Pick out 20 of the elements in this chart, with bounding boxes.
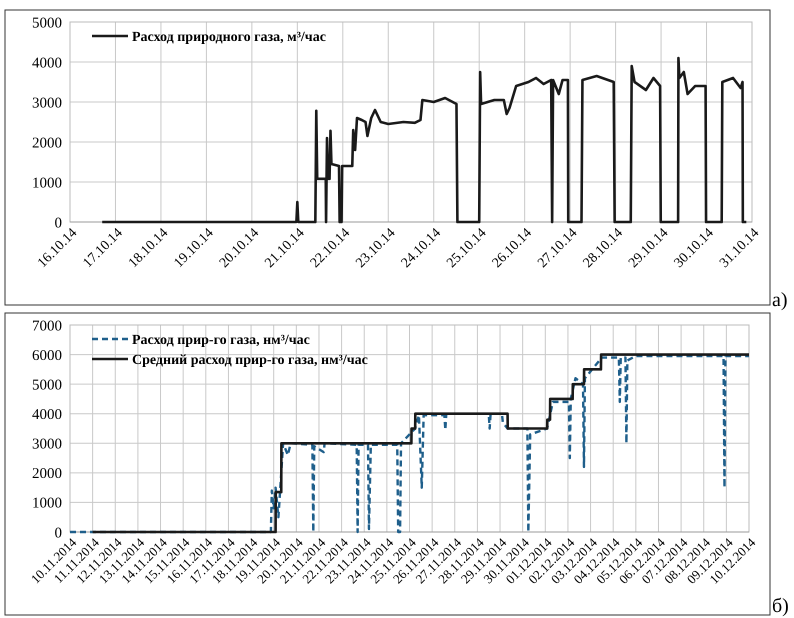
y-tick-label: 7000 bbox=[32, 318, 62, 334]
y-tick-label: 4000 bbox=[32, 406, 62, 423]
legend-label: Средний расход прир-го газа, нм³/час bbox=[132, 352, 368, 368]
y-tick-label: 2000 bbox=[32, 466, 62, 482]
y-tick-label: 1000 bbox=[32, 496, 62, 512]
y-tick-label: 2000 bbox=[32, 135, 62, 152]
y-tick-label: 1000 bbox=[32, 175, 62, 192]
y-tick-label: 5000 bbox=[32, 377, 62, 394]
y-tick-label: 3000 bbox=[32, 95, 62, 112]
text: б) bbox=[772, 595, 789, 617]
legend-label: Расход прир-го газа, нм³/час bbox=[132, 332, 310, 348]
y-tick-label: 4000 bbox=[32, 55, 62, 72]
y-tick-label: 0 bbox=[54, 215, 62, 232]
y-tick-label: 5000 bbox=[32, 15, 62, 32]
y-tick-label: 6000 bbox=[32, 348, 62, 364]
y-tick-label: 0 bbox=[54, 525, 62, 542]
y-tick-label: 3000 bbox=[32, 436, 62, 453]
line-series bbox=[100, 56, 748, 224]
legend-label: Расход природного газа, м³/час bbox=[132, 30, 326, 45]
text: а) bbox=[772, 289, 788, 311]
